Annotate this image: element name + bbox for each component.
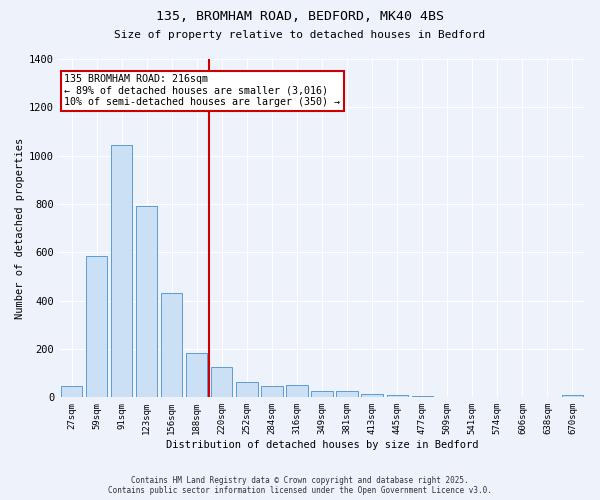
Bar [286,385,308,398]
Text: Contains HM Land Registry data © Crown copyright and database right 2025.
Contai: Contains HM Land Registry data © Crown c… [108,476,492,495]
Bar [211,367,232,398]
Text: 135 BROMHAM ROAD: 216sqm
← 89% of detached houses are smaller (3,016)
10% of sem: 135 BROMHAM ROAD: 216sqm ← 89% of detach… [64,74,340,108]
Bar [311,392,332,398]
Bar [111,145,132,398]
Bar [562,395,583,398]
Bar [61,386,82,398]
Text: 135, BROMHAM ROAD, BEDFORD, MK40 4BS: 135, BROMHAM ROAD, BEDFORD, MK40 4BS [156,10,444,23]
Bar [86,256,107,398]
Bar [361,394,383,398]
Bar [186,352,208,398]
Bar [136,206,157,398]
Bar [386,395,408,398]
Bar [337,392,358,398]
Bar [261,386,283,398]
Bar [236,382,257,398]
Bar [412,396,433,398]
X-axis label: Distribution of detached houses by size in Bedford: Distribution of detached houses by size … [166,440,478,450]
Y-axis label: Number of detached properties: Number of detached properties [15,138,25,319]
Text: Size of property relative to detached houses in Bedford: Size of property relative to detached ho… [115,30,485,40]
Bar [161,294,182,398]
